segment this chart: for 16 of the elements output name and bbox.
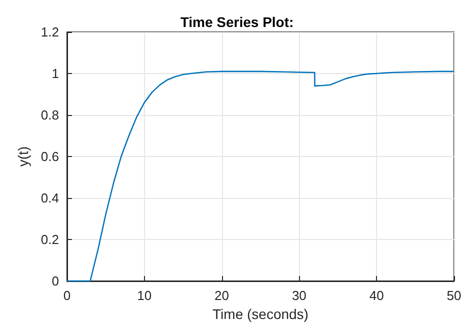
y-axis-title: y(t) (15, 146, 31, 167)
y-tick-label: 0.8 (40, 108, 59, 122)
y-tick-label: 1 (52, 66, 59, 81)
y-tick-label: 0.2 (40, 232, 59, 247)
x-tick-label: 0 (63, 288, 71, 303)
y-tick-label: 0 (52, 274, 59, 288)
x-tick-label: 20 (214, 288, 230, 303)
y-tick-label: 0.6 (40, 149, 59, 164)
x-tick-label: 30 (292, 288, 306, 303)
y-tick-label: 0.4 (40, 190, 59, 206)
chart-title: Time Series Plot: (180, 14, 294, 30)
x-axis-title: Time (seconds) (212, 306, 308, 322)
y-tick-label: 1.2 (40, 24, 59, 40)
x-tick-label: 40 (369, 288, 384, 303)
x-tick-label: 10 (137, 288, 152, 303)
x-tick-label: 50 (446, 288, 462, 303)
